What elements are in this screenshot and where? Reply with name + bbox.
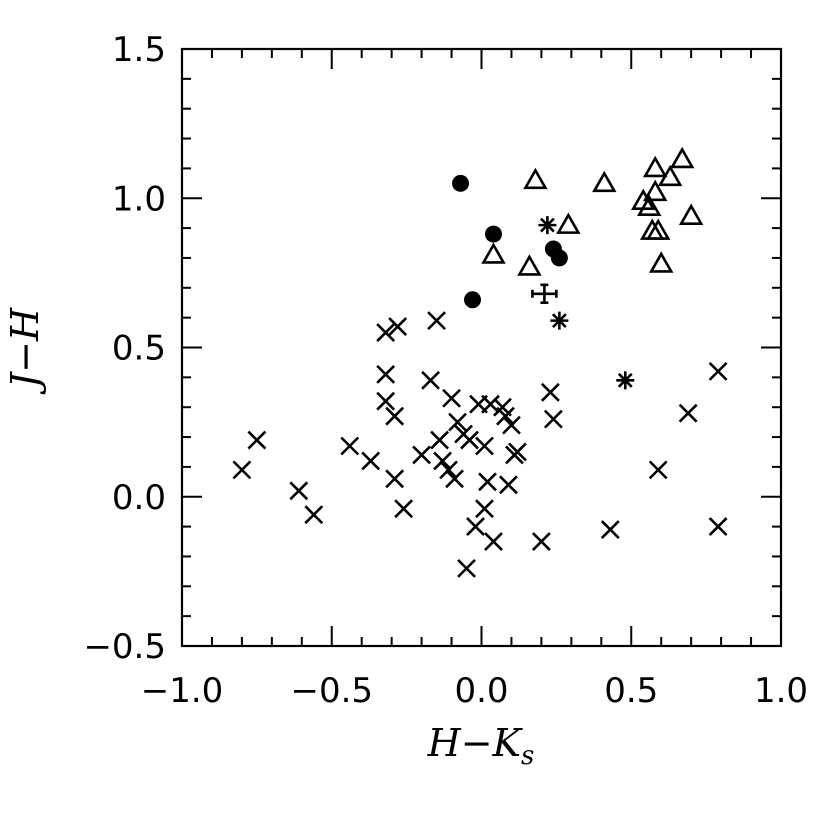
x-axis-label: H−Ks [427,721,535,771]
x-point [439,460,458,480]
x-point [460,430,479,450]
circle-point [484,225,502,243]
x-point [708,517,728,537]
x-point [543,409,563,429]
x-point [376,391,396,411]
x-point [502,415,521,435]
x-tick-label: −0.5 [290,671,373,711]
triangle-point [636,194,662,217]
circle-point [550,249,568,267]
x-point [499,475,518,495]
x-point [247,430,267,450]
x-point [385,406,405,426]
x-point [232,460,252,480]
triangle-point [592,170,617,193]
error-bar-marker [531,283,558,305]
x-point [376,323,396,342]
x-point [427,311,446,331]
triangle-point [556,212,581,234]
x-tick-labels: −1.0 −0.5 0.0 0.5 1.0 [141,671,808,711]
x-point [475,436,494,456]
x-point [448,412,467,432]
y-tick-label: 0.0 [112,478,166,518]
triangle-point [481,242,506,264]
x-point [412,445,432,465]
x-point [475,499,494,519]
asterisk-point [616,371,635,390]
x-point [442,388,461,408]
x-point [678,403,698,423]
x-point [430,430,449,450]
x-point [496,406,515,426]
axis-ticks [181,48,782,647]
triangle-point [678,203,704,225]
plot-frame [180,47,783,648]
x-point [508,442,527,462]
x-point [540,382,560,402]
x-point [376,364,396,384]
circle-point [452,174,470,192]
triangle-point [648,251,674,273]
x-tick-label: 1.0 [754,671,808,711]
x-tick-label: −1.0 [141,671,224,711]
x-point [648,460,668,480]
x-tick-label: 0.0 [454,671,508,711]
asterisk-point [538,216,557,235]
triangle-point [642,179,668,202]
x-point [385,469,405,489]
x-point [289,481,309,501]
x-point [478,472,497,492]
plot-border [180,47,783,648]
x-point [466,517,485,537]
x-point [394,499,414,519]
y-tick-label: 1.5 [112,30,166,70]
x-point [421,370,441,390]
x-point [361,451,381,471]
x-tick-label: 0.5 [604,671,658,711]
x-point [457,558,476,578]
x-point [433,451,452,471]
x-point [600,520,620,540]
triangle-point [645,218,671,240]
x-point [481,394,500,414]
x-point [708,361,728,381]
y-axis-label: J−H [3,307,47,395]
asterisk-point [550,311,569,330]
x-point [304,505,324,525]
x-point [531,532,551,551]
y-tick-label: 0.5 [112,329,166,369]
y-tick-labels: −0.5 0.0 0.5 1.0 1.5 [83,30,166,667]
triangle-point [642,155,668,178]
y-tick-label: −0.5 [83,627,166,667]
circle-point [464,291,482,309]
triangle-point [523,167,548,190]
x-point [340,436,360,456]
triangle-point [657,164,683,187]
x-point [388,317,408,337]
triangle-point [669,146,695,169]
triangle-point [517,254,542,276]
x-point [484,532,503,551]
y-tick-label: 1.0 [112,179,166,219]
x-point [445,469,464,489]
data-points [232,146,728,578]
